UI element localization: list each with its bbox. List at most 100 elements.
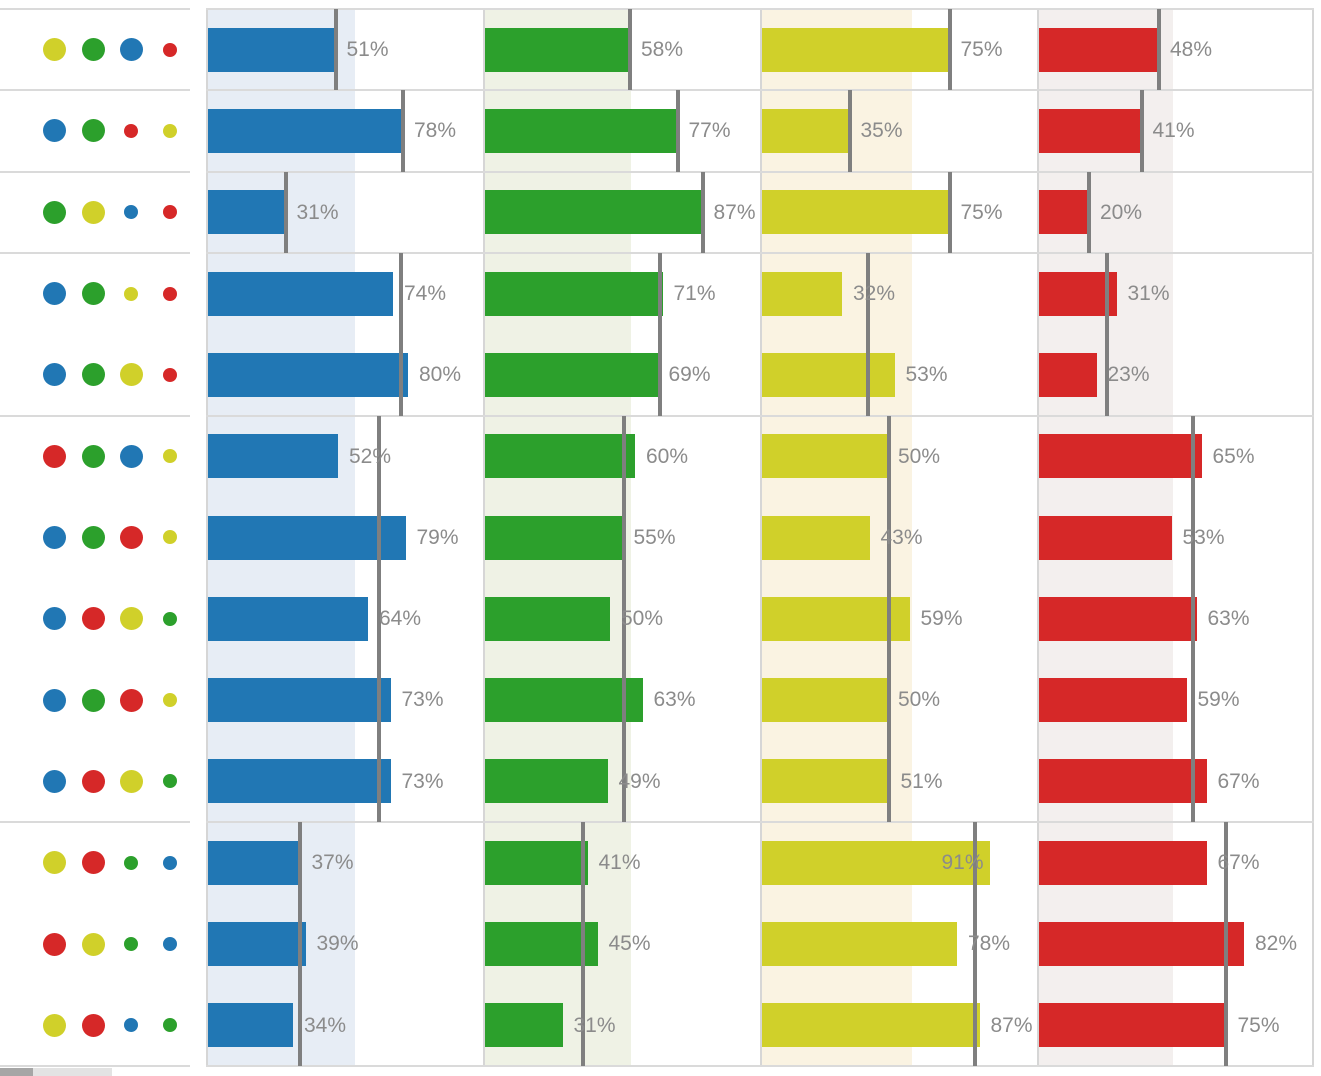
blue-dot <box>42 119 66 143</box>
red-bar[interactable] <box>1039 352 1097 397</box>
blue-bar[interactable] <box>208 434 338 479</box>
blue-bar[interactable] <box>208 678 391 723</box>
bar-value-label: 69% <box>668 363 711 387</box>
bar-value-label: 67% <box>1217 769 1260 793</box>
bar-value-label: 48% <box>1170 38 1213 61</box>
bar-value-label: 75% <box>1237 1013 1280 1037</box>
blue-bar[interactable] <box>208 840 301 885</box>
red-bar[interactable] <box>1039 434 1202 479</box>
yellow-bar[interactable] <box>762 596 910 641</box>
red-bar[interactable] <box>1039 271 1117 316</box>
yellow-bar[interactable] <box>762 922 957 967</box>
green-bar[interactable] <box>485 678 643 723</box>
row-dot-label-cell[interactable] <box>0 416 190 497</box>
green-bar[interactable] <box>485 515 623 560</box>
row-dot-label-cell[interactable] <box>0 172 190 253</box>
benchmark-line <box>398 252 403 416</box>
green-dot <box>81 282 105 306</box>
bar-value-label: 77% <box>688 119 731 143</box>
row-dot-label-cell[interactable] <box>0 578 190 659</box>
benchmark-line <box>947 171 952 253</box>
yellow-bar[interactable] <box>762 1003 980 1048</box>
green-bar[interactable] <box>485 596 610 641</box>
row-dot-label-cell[interactable] <box>0 334 190 415</box>
bar-value-label: 78% <box>414 119 457 143</box>
bar-value-label: 75% <box>960 200 1003 224</box>
red-bar[interactable] <box>1039 190 1089 235</box>
green-bar[interactable] <box>485 27 630 72</box>
yellow-bar[interactable] <box>762 678 887 723</box>
red-dot <box>163 42 177 57</box>
green-bar[interactable] <box>485 1003 563 1048</box>
blue-bar[interactable] <box>208 922 306 967</box>
yellow-bar[interactable] <box>762 190 950 235</box>
group-separator-label <box>0 414 190 417</box>
red-bar[interactable] <box>1039 922 1244 967</box>
yellow-bar[interactable] <box>762 108 850 153</box>
blue-bar[interactable] <box>208 190 286 235</box>
row-dot-label-cell[interactable] <box>0 741 190 822</box>
group-separator-chart <box>206 8 1314 10</box>
blue-bar[interactable] <box>208 515 406 560</box>
bar-value-label: 63% <box>1207 607 1250 631</box>
yellow-dot <box>119 769 143 793</box>
bar-value-label: 74% <box>404 281 447 305</box>
blue-bar[interactable] <box>208 352 408 397</box>
yellow-bar[interactable] <box>762 27 950 72</box>
benchmark-line <box>628 9 632 91</box>
yellow-dot <box>81 200 105 224</box>
bar-value-label: 65% <box>1212 444 1255 468</box>
row-dot-label-cell[interactable] <box>0 985 190 1066</box>
green-dot <box>81 363 105 387</box>
green-bar[interactable] <box>485 190 703 235</box>
green-dot <box>81 38 105 62</box>
row-dot-label-cell[interactable] <box>0 903 190 984</box>
yellow-bar[interactable] <box>762 515 870 560</box>
green-bar[interactable] <box>485 840 588 885</box>
blue-bar[interactable] <box>208 108 403 153</box>
red-bar[interactable] <box>1039 759 1207 804</box>
bar-value-label: 41% <box>598 851 641 875</box>
red-bar[interactable] <box>1039 108 1142 153</box>
bar-value-label: 63% <box>653 688 696 712</box>
row-dot-label-cell[interactable] <box>0 9 190 90</box>
yellow-bar[interactable] <box>762 434 887 479</box>
benchmark-line <box>1104 252 1109 416</box>
red-bar[interactable] <box>1039 515 1172 560</box>
green-bar[interactable] <box>485 352 658 397</box>
blue-dot <box>124 205 138 220</box>
green-bar[interactable] <box>485 759 608 804</box>
yellow-bar[interactable] <box>762 352 895 397</box>
row-dot-label-cell[interactable] <box>0 822 190 903</box>
green-dot <box>81 444 105 468</box>
red-bar[interactable] <box>1039 840 1207 885</box>
blue-bar[interactable] <box>208 1003 293 1048</box>
group-separator-label <box>0 8 190 10</box>
horizontal-scrollbar-track[interactable] <box>0 1068 112 1076</box>
yellow-bar[interactable] <box>762 759 890 804</box>
blue-bar[interactable] <box>208 759 391 804</box>
row-dot-label-cell[interactable] <box>0 253 190 334</box>
green-bar[interactable] <box>485 922 598 967</box>
bar-value-label: 50% <box>898 444 941 468</box>
row-dot-label-cell[interactable] <box>0 659 190 740</box>
row-dot-label-cell[interactable] <box>0 90 190 171</box>
red-bar[interactable] <box>1039 678 1187 723</box>
blue-bar[interactable] <box>208 27 336 72</box>
red-bar[interactable] <box>1039 1003 1227 1048</box>
group-separator-label <box>0 251 190 254</box>
bar-value-label: 67% <box>1217 851 1260 875</box>
green-bar[interactable] <box>485 434 635 479</box>
row-dot-label-cell[interactable] <box>0 497 190 578</box>
bar-value-label: 64% <box>379 607 422 631</box>
green-bar[interactable] <box>485 108 678 153</box>
red-bar[interactable] <box>1039 596 1197 641</box>
yellow-bar[interactable] <box>762 840 990 885</box>
blue-bar[interactable] <box>208 596 368 641</box>
blue-bar[interactable] <box>208 271 393 316</box>
red-bar[interactable] <box>1039 27 1159 72</box>
yellow-bar[interactable] <box>762 271 842 316</box>
horizontal-scrollbar-thumb[interactable] <box>0 1068 33 1076</box>
yellow-dot <box>42 38 66 62</box>
green-bar[interactable] <box>485 271 663 316</box>
